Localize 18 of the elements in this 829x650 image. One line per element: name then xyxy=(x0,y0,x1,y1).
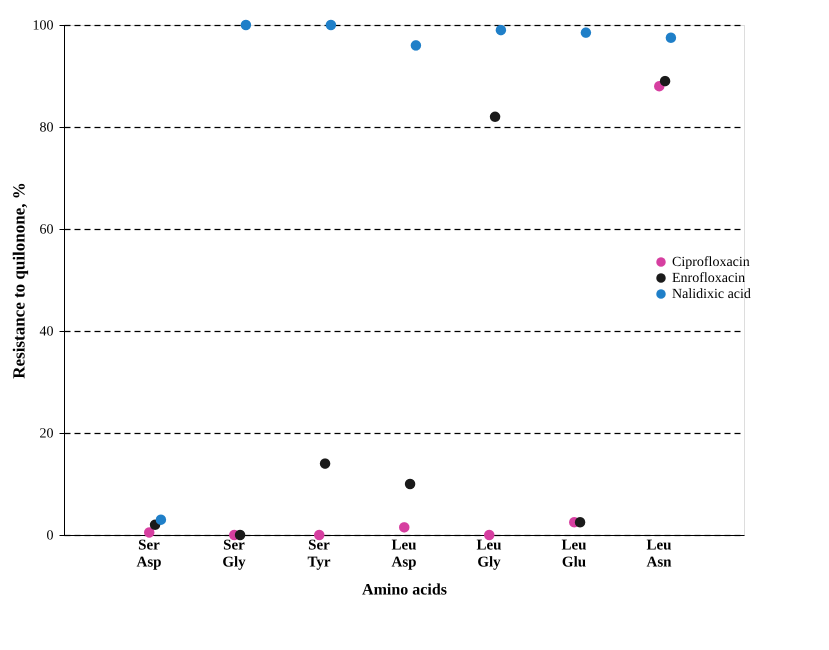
y-tick-label: 20 xyxy=(40,426,54,442)
y-tick-label: 40 xyxy=(40,324,54,340)
x-tick-label: Leu Gly xyxy=(476,538,502,570)
y-tick-label: 60 xyxy=(40,222,54,238)
legend-label: Enrofloxacin xyxy=(672,271,746,286)
legend-label: Nalidixic acid xyxy=(672,287,751,302)
x-axis-title: Amino acids xyxy=(362,582,447,598)
y-tick-label: 100 xyxy=(32,18,54,34)
x-tick-label: Ser Asp xyxy=(136,538,162,570)
y-tick-label: 0 xyxy=(46,528,54,544)
legend-label: Ciprofloxacin xyxy=(672,255,750,270)
x-tick-label: Ser Tyr xyxy=(307,538,331,570)
x-tick-label: Ser Gly xyxy=(222,538,246,570)
x-tick-label: Leu Glu xyxy=(561,538,587,570)
y-axis-title: Resistance to quilonone, % xyxy=(10,182,28,379)
x-tick-label: Leu Asp xyxy=(391,538,417,570)
y-tick-label: 80 xyxy=(40,120,54,136)
x-tick-label: Leu Asn xyxy=(646,538,672,570)
